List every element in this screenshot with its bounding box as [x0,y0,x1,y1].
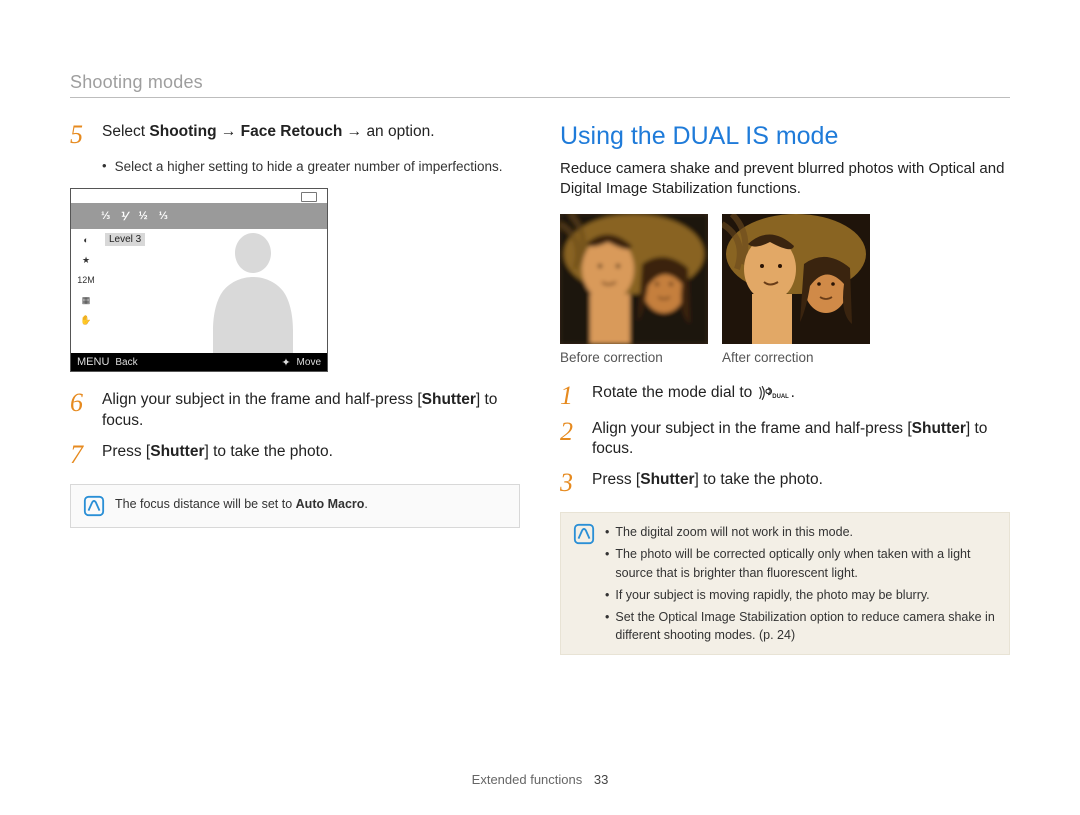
step-7: 7 Press [Shutter] to take the photo. [70,442,520,468]
note-box: •The digital zoom will not work in this … [560,512,1010,655]
move-label: Move [297,357,321,368]
step-number: 6 [70,390,92,432]
step-number: 5 [70,122,92,148]
bullet-dot: • [102,158,107,176]
photo-row [560,214,1010,344]
step-number: 2 [560,419,582,461]
note-text: The focus distance will be set to Auto M… [115,495,368,517]
caption-before: Before correction [560,350,708,365]
lcd-icon: ◐ [77,233,95,247]
bold: Shutter [912,420,966,437]
content-columns: 5 Select Shooting → Face Retouch → an op… [70,122,1010,655]
step-body: Align your subject in the frame and half… [102,390,520,432]
step-body: Press [Shutter] to take the photo. [102,442,333,468]
text: Press [ [592,471,640,488]
step-6: 6 Align your subject in the frame and ha… [70,390,520,432]
text: . [364,497,367,511]
text: an option. [366,123,434,140]
text: If your subject is moving rapidly, the p… [615,586,929,604]
section-header: Shooting modes [70,72,1010,93]
lcd-icon: ▦ [77,293,95,307]
bullet-text: Select a higher setting to hide a greate… [115,158,503,176]
lcd-canvas: Level 3 [101,229,327,353]
text: Set the Optical Image Stabilization opti… [615,608,997,644]
text: The digital zoom will not work in this m… [615,523,853,541]
caption-row: Before correction After correction [560,350,1010,365]
dual-mode-icon: DUAL [757,385,791,408]
text: ] to take the photo. [204,443,332,460]
step-body: Rotate the mode dial to DUAL. [592,383,795,409]
lcd-icon: ✋ [77,313,95,327]
photo-after [722,214,870,344]
intro-text: Reduce camera shake and prevent blurred … [560,159,1010,200]
svg-text:DUAL: DUAL [772,394,789,400]
bold: Auto Macro [296,497,365,511]
text: Align your subject in the frame and half… [102,391,422,408]
camera-lcd: ⅓ ⅟ ½ ⅓ ◐ ★ 12M ▦ ✋ Level 3 [70,188,328,372]
lcd-level-label: Level 3 [105,233,145,246]
page-number: 33 [594,772,608,787]
lcd-main: ◐ ★ 12M ▦ ✋ Level 3 [71,229,327,353]
lcd-bar-item: ⅓ [101,210,111,222]
bold: Shutter [422,391,476,408]
person-silhouette-icon [193,225,313,353]
right-column: Using the DUAL IS mode Reduce camera sha… [560,122,1010,655]
text: → [342,123,366,140]
step-number: 7 [70,442,92,468]
footer-section: Extended functions [472,772,583,787]
text: Rotate the mode dial to [592,384,757,401]
header-rule [70,97,1010,98]
step-number: 1 [560,383,582,409]
text: Select [102,123,149,140]
lcd-top [71,189,327,203]
back-label: Back [115,357,137,368]
bold: Face Retouch [241,123,343,140]
note-icon [573,523,595,545]
menu-label: MENU [77,356,109,368]
note-item: •If your subject is moving rapidly, the … [605,586,997,604]
text: The photo will be corrected optically on… [615,545,997,581]
note-item: •Set the Optical Image Stabilization opt… [605,608,997,644]
lcd-icon: ★ [77,253,95,267]
step-body: Select Shooting → Face Retouch → an opti… [102,122,435,148]
bold: Shutter [150,443,204,460]
move-glyph: ✦ [281,356,290,369]
lcd-bar-item: ⅓ [159,210,169,222]
note-icon [83,495,105,517]
step-5: 5 Select Shooting → Face Retouch → an op… [70,122,520,148]
lcd-bar-item: ⅟ [121,210,128,223]
note-item: •The digital zoom will not work in this … [605,523,997,541]
text: → [217,123,241,140]
step-number: 3 [560,470,582,496]
note-box: The focus distance will be set to Auto M… [70,484,520,528]
lcd-side-icons: ◐ ★ 12M ▦ ✋ [71,229,101,353]
text: ] to take the photo. [694,471,822,488]
page-footer: Extended functions 33 [0,772,1080,787]
text: Align your subject in the frame and half… [592,420,912,437]
bold: Shutter [640,471,694,488]
text: . [791,384,795,401]
note-list: •The digital zoom will not work in this … [605,523,997,644]
lcd-icon: 12M [77,273,95,287]
text: Press [ [102,443,150,460]
step-2: 2 Align your subject in the frame and ha… [560,419,1010,461]
step-body: Align your subject in the frame and half… [592,419,1010,461]
lcd-footer: MENU Back ✦ Move [71,353,327,371]
left-column: 5 Select Shooting → Face Retouch → an op… [70,122,520,655]
photo-before [560,214,708,344]
caption-after: After correction [722,350,870,365]
step-1: 1 Rotate the mode dial to DUAL. [560,383,1010,409]
sub-bullet: • Select a higher setting to hide a grea… [102,158,520,176]
note-item: •The photo will be corrected optically o… [605,545,997,581]
step-body: Press [Shutter] to take the photo. [592,470,823,496]
bold: Shooting [149,123,216,140]
step-3: 3 Press [Shutter] to take the photo. [560,470,1010,496]
text: The focus distance will be set to [115,497,296,511]
section-title: Using the DUAL IS mode [560,122,1010,151]
lcd-bar-item: ½ [138,210,148,222]
